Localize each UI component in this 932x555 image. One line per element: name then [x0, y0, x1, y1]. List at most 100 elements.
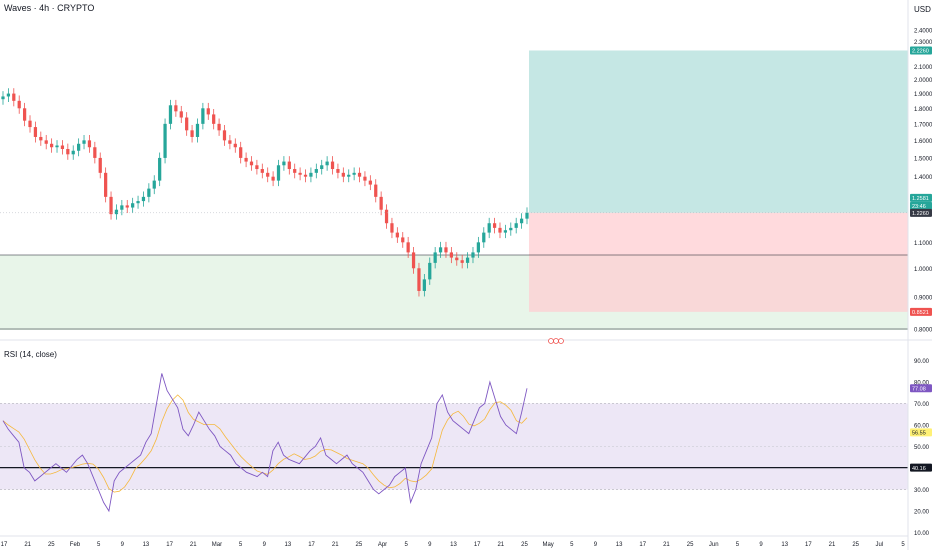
- time-tick-label: 13: [143, 542, 150, 548]
- rsi-value-tag: 77.08: [910, 384, 932, 392]
- rsi-ma-line: [2, 394, 528, 493]
- candle-body: [460, 260, 464, 263]
- candle-body: [1, 96, 5, 100]
- candle-body: [179, 111, 183, 118]
- stop-price-tag-text: 0.8521: [912, 310, 929, 316]
- entry-upper-tag-text: 1.2581: [912, 196, 929, 202]
- time-tick-label: 5: [570, 542, 574, 548]
- candle-body: [82, 140, 86, 144]
- current-price-tag: 1.2260: [910, 208, 932, 217]
- time-tick-label: 9: [594, 542, 598, 548]
- time-tick-label: Jun: [709, 542, 719, 548]
- currency-label: USD: [914, 5, 931, 14]
- time-tick-label: 13: [616, 542, 623, 548]
- candle-body: [303, 174, 308, 177]
- candle-body: [125, 205, 129, 208]
- time-tick-label: 5: [239, 542, 243, 548]
- time-tick-label: 9: [263, 542, 267, 548]
- candle-body: [71, 150, 75, 155]
- candle-body: [525, 212, 529, 219]
- candle-body: [422, 279, 426, 291]
- candle-body: [379, 196, 383, 210]
- profit-zone: [529, 50, 908, 213]
- time-tick-label: 9: [121, 542, 125, 548]
- candle-body: [438, 247, 443, 253]
- candle-body: [158, 157, 162, 181]
- price-tick-label: 1.9000: [914, 92, 932, 98]
- rsi-tick-label: 30.00: [914, 488, 930, 494]
- time-tick-label: 25: [852, 542, 859, 548]
- time-tick-label: 25: [521, 542, 528, 548]
- candle-body: [314, 169, 318, 173]
- candle-body: [190, 130, 194, 137]
- candle-body: [104, 172, 108, 197]
- candle-body: [325, 161, 329, 166]
- time-tick-label: 5: [97, 542, 101, 548]
- candle-body: [239, 147, 243, 158]
- time-tick-label: 21: [190, 542, 197, 548]
- candle-body: [12, 93, 16, 101]
- candle-body: [406, 242, 410, 253]
- time-tick-label: 25: [356, 542, 363, 548]
- candle-body: [401, 237, 405, 243]
- candle-body: [293, 169, 297, 173]
- candle-body: [136, 201, 140, 204]
- price-tick-label: 2.0000: [914, 78, 932, 84]
- candle-body: [109, 196, 113, 215]
- time-tick-label: 21: [497, 542, 504, 548]
- candle-body: [17, 100, 21, 109]
- candle-body: [282, 161, 286, 166]
- replay-dot: [553, 338, 559, 344]
- time-tick-label: Apr: [378, 542, 387, 548]
- candle-body: [195, 123, 200, 137]
- candle-body: [298, 172, 302, 175]
- candle-body: [147, 188, 151, 197]
- price-tick-label: 2.1000: [914, 65, 932, 71]
- time-tick-label: 21: [829, 542, 836, 548]
- candle-body: [60, 145, 65, 149]
- rsi-ma-tag: 56.55: [910, 428, 932, 437]
- candle-body: [390, 223, 394, 233]
- rsi-level-tag: 40.16: [910, 463, 932, 472]
- rsi-value-tag-bg: [910, 384, 932, 393]
- candle-body: [330, 161, 335, 170]
- candle-body: [174, 105, 178, 112]
- rsi-tick-label: 70.00: [914, 402, 930, 408]
- candle-body: [93, 147, 97, 158]
- candle-body: [33, 127, 38, 137]
- candle-body: [255, 165, 259, 170]
- candle-body: [98, 157, 102, 173]
- candle-body: [55, 145, 59, 148]
- candle-body: [222, 130, 227, 141]
- candle-body: [233, 143, 237, 148]
- rsi-ma-tag-text: 56.55: [912, 431, 926, 437]
- loss-zone: [529, 212, 908, 312]
- time-tick-label: 17: [474, 542, 481, 548]
- candle-body: [287, 161, 291, 170]
- rsi-value-tag-text: 77.08: [912, 386, 926, 392]
- candle-body: [476, 242, 481, 253]
- time-tick-label: 5: [736, 542, 740, 548]
- candle-body: [131, 203, 135, 208]
- candle-body: [320, 165, 324, 170]
- candle-body: [114, 209, 119, 215]
- candle-body: [519, 218, 524, 224]
- candle-body: [22, 108, 27, 121]
- price-tick-label: 1.8000: [914, 107, 932, 113]
- candle-body: [120, 205, 124, 210]
- candle-body: [455, 257, 459, 261]
- time-tick-label: 21: [332, 542, 339, 548]
- time-tick-label: 17: [1, 542, 8, 548]
- candle-body: [206, 108, 210, 115]
- candle-body: [249, 161, 254, 166]
- candle-body: [374, 184, 378, 197]
- price-tick-label: 2.4000: [914, 29, 932, 35]
- candle-body: [471, 252, 475, 258]
- candle-body: [417, 268, 421, 291]
- target-price-tag-bg: [910, 46, 932, 55]
- price-tick-label: 1.6000: [914, 139, 932, 145]
- time-tick-label: 9: [759, 542, 763, 548]
- time-tick-label: 5: [901, 542, 905, 548]
- time-tick-label: 13: [450, 542, 457, 548]
